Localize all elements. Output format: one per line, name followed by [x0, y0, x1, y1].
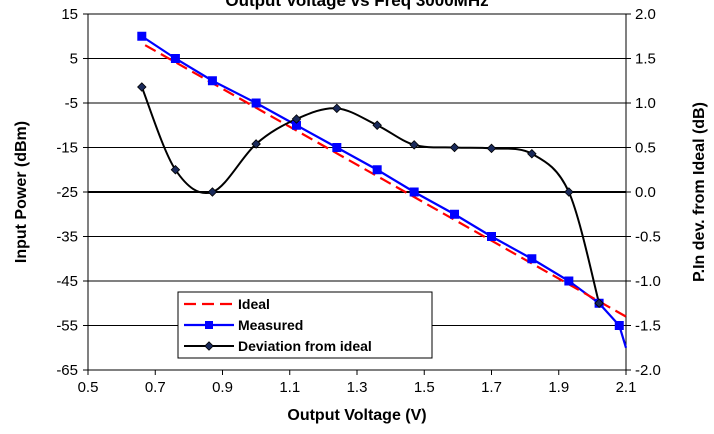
deviation-point — [251, 139, 261, 149]
series-line-ideal — [144, 44, 627, 318]
measured-point — [450, 209, 460, 219]
legend-swatch-measured-marker — [205, 321, 213, 329]
y2-tick-label: 1.0 — [635, 95, 656, 112]
deviation-point — [137, 82, 147, 92]
y2-tick-label: -2.0 — [635, 362, 661, 379]
y-tick-label: -25 — [56, 184, 78, 201]
y2-tick-label: 0.5 — [635, 140, 656, 157]
measured-point — [564, 276, 574, 286]
legend: Ideal Measured Deviation from ideal — [177, 291, 433, 359]
x-tick-label: 1.9 — [548, 379, 569, 396]
x-tick-label: 1.7 — [481, 379, 502, 396]
measured-point — [614, 321, 624, 330]
x-tick-label: 1.3 — [347, 379, 368, 396]
y-tick-label: -55 — [56, 318, 78, 335]
legend-label: Ideal — [238, 296, 270, 312]
legend-swatch-deviation-marker — [204, 341, 214, 351]
y-tick-label: -15 — [56, 140, 78, 157]
y2-tick-label: -1.0 — [635, 273, 661, 290]
y2-tick-label: -1.5 — [635, 318, 661, 335]
y-tick-label: 15 — [61, 6, 78, 23]
measured-point — [372, 165, 382, 175]
measured-point — [409, 187, 419, 197]
deviation-point — [449, 142, 460, 153]
y-axis-title: Input Power (dBm) — [13, 121, 30, 263]
measured-point — [527, 254, 537, 264]
deviation-point — [409, 140, 419, 150]
y-tick-label: -5 — [65, 95, 78, 112]
deviation-point — [564, 187, 574, 197]
deviation-point — [486, 143, 497, 154]
legend-label: Measured — [238, 317, 303, 333]
chart-title: Output Voltage vs Freq 3000MHz — [225, 0, 488, 10]
deviation-point — [170, 164, 181, 175]
deviation-point — [332, 103, 342, 114]
y2-axis-ticks: 2.0 1.5 1.0 0.5 0.0 -0.5 -1.0 -1.5 -2.0 — [626, 6, 661, 379]
y2-tick-label: 1.5 — [635, 51, 656, 68]
deviation-point — [594, 298, 604, 309]
measured-point — [207, 76, 217, 86]
y-tick-label: -45 — [56, 273, 78, 290]
deviation-point — [291, 114, 302, 124]
y-tick-label: -35 — [56, 229, 78, 246]
y2-tick-label: 2.0 — [635, 6, 656, 23]
x-axis-title: Output Voltage (V) — [287, 407, 426, 424]
x-tick-label: 0.5 — [78, 379, 99, 396]
x-tick-label: 2.1 — [616, 379, 637, 396]
deviation-point — [207, 187, 218, 197]
y-tick-label: -65 — [56, 362, 78, 379]
x-tick-label: 1.5 — [414, 379, 435, 396]
y2-axis-title: P.In dev. from Ideal (dB) — [691, 102, 708, 282]
measured-point — [170, 54, 180, 63]
series-layer — [137, 31, 628, 349]
x-tick-label: 0.7 — [145, 379, 166, 396]
legend-label: Deviation from ideal — [238, 338, 372, 354]
x-tick-label: 0.9 — [212, 379, 233, 396]
deviation-point — [372, 120, 382, 131]
measured-point — [137, 31, 147, 41]
x-tick-label: 1.1 — [279, 379, 300, 396]
y-axis-ticks: 15 5 -5 -15 -25 -35 -45 -55 -65 — [56, 6, 88, 379]
deviation-point — [527, 148, 537, 159]
y2-tick-label: 0.0 — [635, 184, 656, 201]
y2-tick-label: -0.5 — [635, 229, 661, 246]
measured-point — [487, 232, 496, 241]
measured-point — [332, 143, 342, 152]
measured-point — [251, 98, 261, 108]
y-tick-label: 5 — [70, 51, 78, 68]
x-axis-ticks: 0.5 0.7 0.9 1.1 1.3 1.5 1.7 1.9 2.1 — [78, 370, 637, 396]
